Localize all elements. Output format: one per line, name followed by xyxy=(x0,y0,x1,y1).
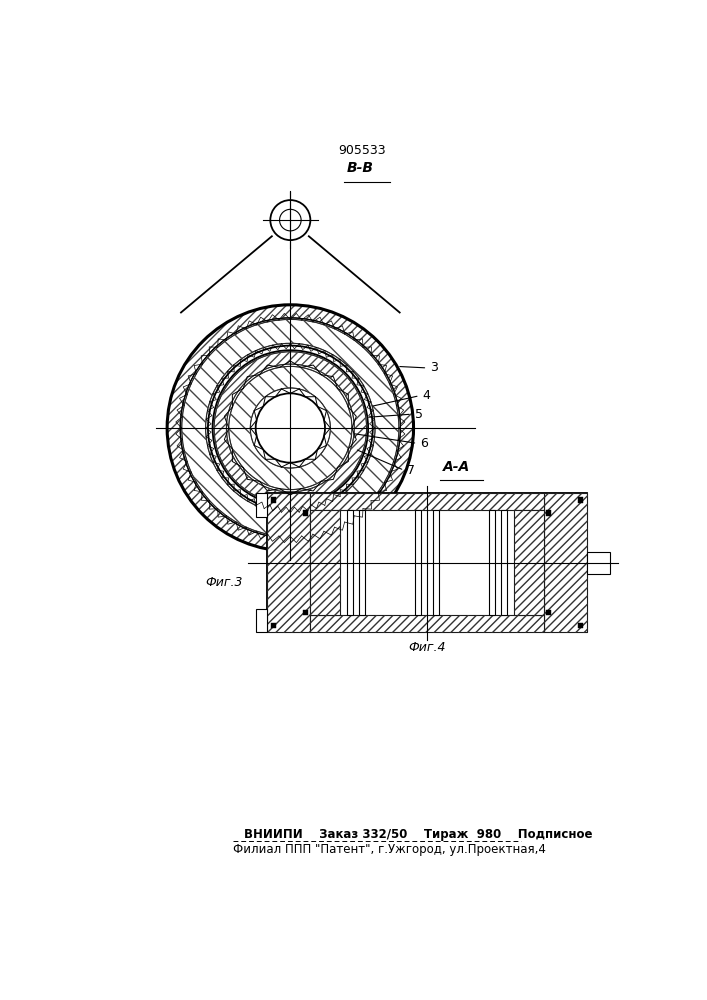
Bar xyxy=(310,493,544,510)
Bar xyxy=(303,610,308,615)
Bar xyxy=(544,493,587,632)
Text: В-В: В-В xyxy=(346,161,373,175)
Bar xyxy=(310,615,544,632)
Bar xyxy=(310,510,340,615)
Text: ВНИИПИ    Заказ 332/50    Тираж  980    Подписное: ВНИИПИ Заказ 332/50 Тираж 980 Подписное xyxy=(244,828,592,841)
Bar xyxy=(310,615,544,632)
Wedge shape xyxy=(229,366,352,490)
Bar xyxy=(514,510,544,615)
Text: 7: 7 xyxy=(407,464,416,477)
Bar xyxy=(267,493,310,632)
Circle shape xyxy=(256,393,325,463)
Text: А-А: А-А xyxy=(443,460,470,474)
Bar xyxy=(267,493,587,632)
Bar xyxy=(271,497,276,503)
Text: Филиал ППП "Патент", г.Ужгород, ул.Проектная,4: Филиал ППП "Патент", г.Ужгород, ул.Проек… xyxy=(233,843,546,856)
Bar xyxy=(310,493,544,510)
Wedge shape xyxy=(208,346,373,510)
Bar xyxy=(310,510,340,615)
Text: Фиг.3: Фиг.3 xyxy=(206,576,243,588)
Bar xyxy=(415,510,421,615)
Bar xyxy=(256,493,267,517)
Bar xyxy=(587,552,610,574)
Bar xyxy=(256,609,267,632)
Bar xyxy=(267,493,310,632)
Bar xyxy=(271,623,276,628)
Text: 6: 6 xyxy=(421,437,428,450)
Bar xyxy=(489,510,495,615)
Text: Фиг.4: Фиг.4 xyxy=(408,641,446,654)
Text: 5: 5 xyxy=(415,408,423,421)
Bar xyxy=(544,493,587,632)
Bar xyxy=(359,510,365,615)
Bar xyxy=(433,510,439,615)
Text: 3: 3 xyxy=(431,361,438,374)
Bar xyxy=(546,610,551,615)
Text: 4: 4 xyxy=(423,389,431,402)
Bar xyxy=(578,497,583,503)
Bar xyxy=(514,510,544,615)
Bar xyxy=(546,510,551,516)
Wedge shape xyxy=(214,352,366,504)
Text: 905533: 905533 xyxy=(338,144,386,157)
Bar xyxy=(501,510,508,615)
Bar xyxy=(578,623,583,628)
Wedge shape xyxy=(167,305,414,551)
Wedge shape xyxy=(182,319,399,537)
Bar xyxy=(303,510,308,516)
Bar xyxy=(346,510,353,615)
